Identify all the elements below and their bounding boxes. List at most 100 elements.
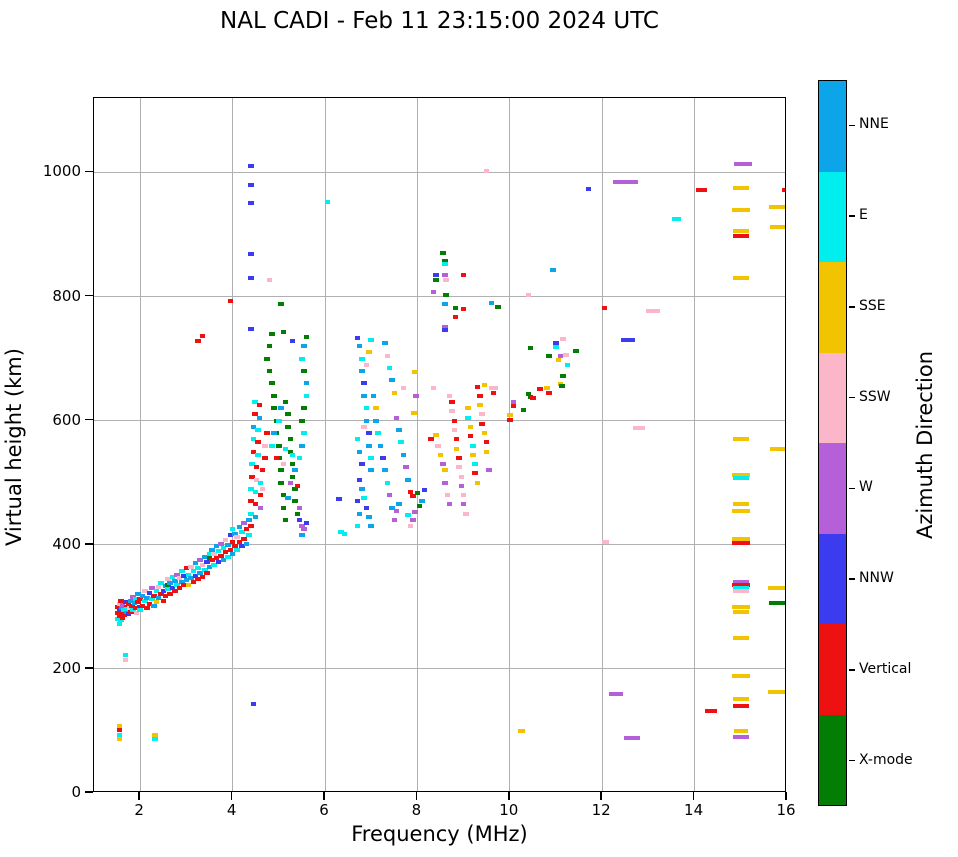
data-point	[359, 462, 365, 467]
data-point	[413, 393, 419, 398]
data-point	[179, 580, 185, 585]
data-point	[148, 597, 155, 602]
data-point	[280, 505, 287, 510]
data-point	[248, 201, 254, 206]
data-point	[393, 415, 400, 420]
data-point	[368, 455, 374, 460]
data-point	[292, 486, 298, 491]
data-point	[341, 531, 348, 536]
data-point	[202, 567, 208, 572]
data-point	[276, 418, 282, 423]
data-point	[227, 298, 234, 303]
data-point	[564, 362, 571, 367]
data-point	[116, 613, 123, 618]
data-point	[573, 349, 579, 354]
data-point	[188, 564, 194, 569]
x-tick-label: 2	[134, 801, 144, 819]
data-point	[132, 597, 139, 602]
data-point	[446, 393, 453, 398]
chart-title: NAL CADI - Feb 11 23:15:00 2024 UTC	[220, 8, 659, 34]
data-point	[768, 601, 785, 606]
data-point	[452, 315, 459, 320]
data-point	[262, 455, 268, 460]
data-point	[769, 446, 785, 451]
data-point	[356, 511, 363, 516]
data-point	[560, 374, 566, 378]
data-point	[379, 455, 386, 460]
data-point	[731, 536, 751, 541]
data-point	[262, 443, 268, 448]
data-point	[732, 588, 749, 593]
data-point	[585, 187, 592, 192]
data-point	[266, 277, 273, 282]
data-point	[169, 586, 176, 591]
data-point	[179, 568, 185, 573]
data-point	[731, 583, 751, 588]
data-point	[527, 346, 534, 351]
data-point	[199, 575, 206, 580]
data-point	[563, 352, 569, 357]
data-point	[731, 508, 751, 513]
colorbar-axis-label: Azimuth Direction	[913, 350, 937, 540]
data-point	[612, 179, 638, 184]
data-point	[299, 443, 305, 448]
data-point	[213, 544, 220, 549]
data-point	[732, 735, 749, 740]
x-tick-label: 12	[591, 801, 611, 819]
data-point	[245, 517, 252, 522]
colorbar-tick-label: NNE	[859, 116, 889, 133]
data-point	[732, 696, 749, 701]
data-point	[174, 582, 180, 587]
data-point	[185, 582, 192, 587]
data-point	[131, 601, 138, 606]
x-tick	[138, 792, 140, 800]
data-point	[557, 354, 564, 359]
colorbar-segment-e	[819, 171, 846, 262]
data-point	[476, 403, 483, 408]
x-gridline	[232, 98, 234, 791]
data-point	[188, 576, 194, 581]
data-point	[269, 331, 275, 336]
data-point	[118, 618, 124, 623]
x-gridline	[139, 98, 141, 791]
data-point	[269, 443, 275, 448]
y-gridline	[94, 668, 785, 670]
data-point	[248, 163, 254, 168]
y-gridline	[94, 544, 785, 546]
colorbar-tick	[849, 396, 855, 399]
data-point	[303, 381, 310, 386]
data-point	[559, 383, 565, 388]
data-point	[253, 477, 260, 482]
data-point	[518, 728, 526, 733]
data-point	[601, 540, 609, 545]
data-point	[732, 185, 749, 190]
data-point	[435, 443, 441, 448]
x-tick	[230, 792, 233, 800]
data-point	[354, 499, 361, 504]
data-point	[243, 541, 250, 546]
data-point	[553, 341, 559, 346]
data-point	[181, 583, 187, 588]
data-point	[239, 544, 245, 549]
data-point	[255, 440, 261, 445]
data-point	[354, 524, 361, 529]
data-point	[391, 517, 398, 522]
data-point	[384, 353, 391, 358]
data-point	[361, 393, 368, 398]
data-point	[273, 455, 280, 460]
data-point	[255, 452, 261, 457]
data-point	[192, 573, 199, 578]
data-point	[479, 421, 485, 426]
data-point	[127, 606, 133, 611]
data-point	[245, 533, 252, 538]
data-point	[453, 446, 460, 451]
data-point	[530, 395, 536, 400]
data-point	[271, 431, 277, 436]
data-point	[125, 612, 132, 617]
data-point	[732, 229, 749, 234]
data-point	[155, 584, 162, 589]
data-point	[116, 728, 123, 733]
x-gridline	[509, 98, 511, 791]
data-point	[292, 499, 298, 504]
data-point	[248, 183, 254, 188]
